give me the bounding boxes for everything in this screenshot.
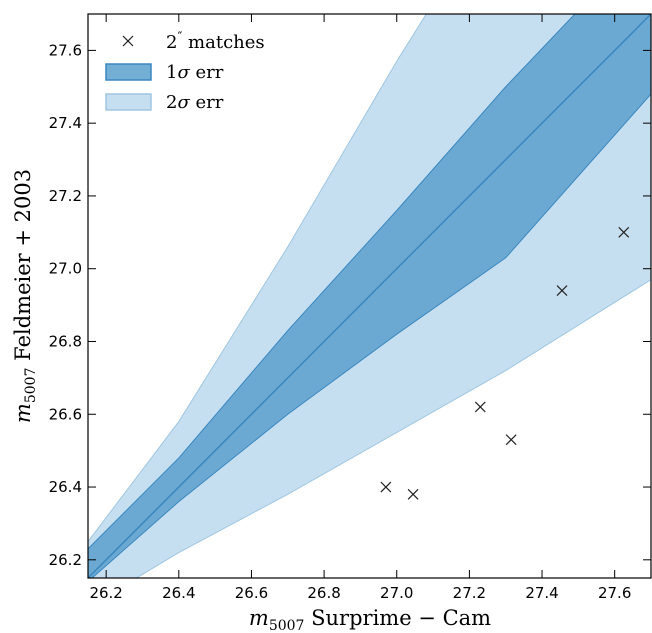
data-point	[618, 226, 630, 238]
x-tick-label: 27.2	[453, 584, 486, 602]
legend-item-2sigma: 2σ err	[105, 92, 224, 113]
y-tick-label: 27.4	[49, 114, 82, 132]
data-point	[505, 434, 517, 446]
x-tick-label: 27.4	[525, 584, 558, 602]
legend-swatch-2sigma	[105, 93, 152, 111]
x-tick-label: 27.6	[598, 584, 631, 602]
y-tick-label: 27.2	[49, 187, 82, 205]
y-tick-label: 26.6	[49, 405, 82, 423]
legend-label-matches: 2″ matches	[166, 30, 265, 53]
y-axis: 26.2 26.4 26.6 26.8 27.0 27.2 27.4 27.6	[49, 41, 651, 569]
y-axis-label: m5007 Feldmeier + 2003	[11, 169, 39, 423]
legend-item-matches: 2″ matches	[122, 30, 265, 53]
legend-label-2sigma: 2σ err	[166, 92, 224, 113]
legend-marker-icon	[122, 35, 134, 47]
y-tick-label: 26.4	[49, 478, 82, 496]
x-tick-label: 26.2	[89, 584, 122, 602]
x-tick-label: 26.8	[307, 584, 340, 602]
data-point	[380, 481, 392, 493]
legend-label-1sigma: 1σ err	[166, 62, 224, 83]
y-tick-label: 26.2	[49, 551, 82, 569]
data-points	[380, 226, 630, 500]
plot-frame	[87, 13, 652, 579]
x-tick-label: 26.6	[235, 584, 268, 602]
fit-line	[88, 14, 651, 578]
x-tick-label: 26.4	[162, 584, 195, 602]
data-point	[474, 401, 486, 413]
legend: 2″ matches 1σ err 2σ err	[105, 30, 265, 113]
plot-area: 26.2 26.4 26.6 26.8 27.0 27.2 27.4 27.6 26.226.…	[49, 13, 652, 602]
y-tick-label: 27.6	[49, 41, 82, 59]
x-axis: 26.2 26.4 26.6 26.8 27.0 27.2 27.4 27.6	[89, 14, 631, 602]
data-point	[407, 488, 419, 500]
x-tick-label: 27.0	[380, 584, 413, 602]
x-axis-label: m5007 Surprime − Cam	[249, 606, 491, 633]
y-tick-label: 27.0	[49, 260, 82, 278]
y-tick-label: 26.8	[49, 332, 82, 350]
data-point	[556, 285, 568, 296]
legend-swatch-1sigma	[105, 63, 152, 81]
legend-item-1sigma: 1σ err	[105, 62, 224, 83]
